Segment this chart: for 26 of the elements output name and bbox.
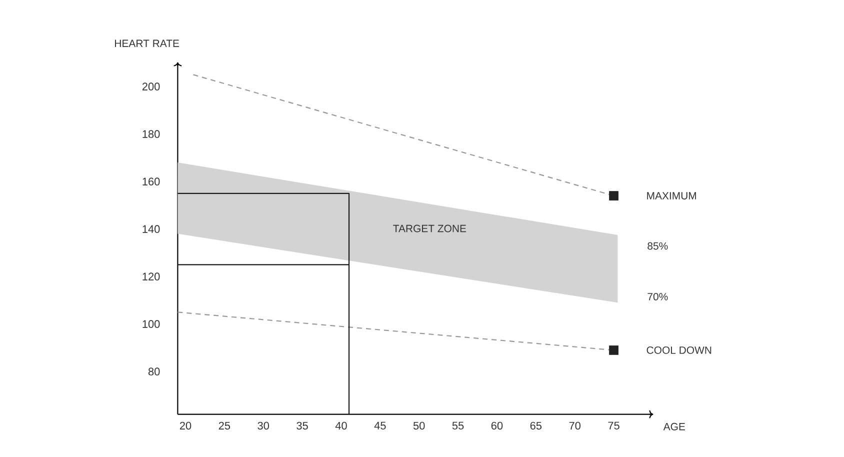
text: COOL DOWN [646,346,712,354]
x-tick-label: 40 [335,422,347,430]
y-tick-label: 100 [142,320,160,328]
x-tick-label: 20 [180,422,192,430]
x-tick-label: 70 [569,422,580,430]
x-tick-label: 45 [374,422,386,430]
x-tick-label: 55 [452,422,464,430]
x-tick-label: 75 [608,422,620,430]
y-tick-label: 80 [148,368,160,376]
annotation: 70% [648,292,668,300]
y-tick-label: 180 [142,130,160,138]
x-axis-title: AGE [663,422,685,430]
y-tick-label: 200 [142,82,160,90]
x-tick-label: 25 [218,422,230,430]
x-tick-label: 30 [258,422,270,430]
annotation: TARGET ZONE [393,224,466,232]
x-tick-label: 35 [296,422,308,430]
x-tick-label: 50 [413,422,425,430]
y-tick-label: 140 [142,225,160,233]
y-tick-label: 160 [142,178,160,186]
x-tick-label: 60 [491,422,503,430]
annotation: 85% [648,242,668,250]
y-axis-title: HEART RATE [115,40,180,47]
x-tick-label: 65 [530,422,542,430]
text: MAXIMUM [647,192,696,200]
y-tick-label: 120 [142,272,160,280]
